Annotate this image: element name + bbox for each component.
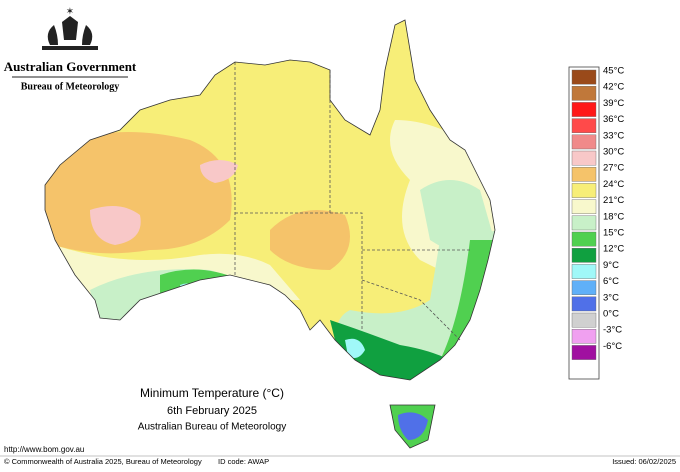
legend-swatch [571, 102, 597, 117]
svg-text:✶: ✶ [66, 7, 74, 18]
legend-label: -3°C [603, 325, 622, 336]
legend-frame [568, 66, 600, 380]
map-date: 6th February 2025 [167, 405, 257, 417]
legend-label: 3°C [603, 292, 619, 303]
legend-swatch [571, 199, 597, 215]
footer-copyright: © Commonwealth of Australia 2025, Bureau… [4, 457, 202, 466]
legend-label: 15°C [603, 228, 624, 239]
legend-swatch [571, 118, 597, 133]
legend-swatch [571, 85, 597, 101]
map-title: Minimum Temperature (°C) [140, 386, 284, 400]
footer-url: http://www.bom.gov.au [4, 445, 84, 454]
legend-swatch [571, 329, 597, 344]
legend-label: 30°C [603, 147, 624, 158]
legend-swatch [571, 296, 597, 312]
footer-issued: Issued: 06/02/2025 [612, 457, 676, 466]
legend-label: 33°C [603, 130, 624, 141]
map-source: Australian Bureau of Meteorology [138, 422, 286, 433]
legend-label: 9°C [603, 260, 619, 271]
legend: 45°C 42°C 39°C 36°C 33°C 30°C 27°C 24°C 21°C 18°C… [568, 66, 624, 380]
legend-label: 6°C [603, 276, 619, 287]
coat-of-arms: ✶ [42, 7, 98, 50]
legend-label: 0°C [603, 309, 619, 320]
legend-swatch [571, 280, 597, 296]
legend-swatch [571, 134, 597, 150]
header-title: Australian Government [4, 59, 137, 74]
footer-id-code: ID code: AWAP [218, 457, 269, 466]
legend-swatch [571, 215, 597, 231]
legend-label: 45°C [603, 66, 624, 77]
header-subtitle: Bureau of Meteorology [21, 81, 120, 92]
legend-label: 42°C [603, 82, 624, 93]
legend-label: -6°C [603, 341, 622, 352]
legend-swatch [571, 69, 597, 85]
legend-label: 39°C [603, 98, 624, 109]
coastline [44, 19, 496, 449]
legend-label: 21°C [603, 195, 624, 206]
state-borders [234, 62, 470, 341]
legend-swatch [571, 183, 597, 198]
legend-label: 27°C [603, 163, 624, 174]
legend-swatch [571, 150, 597, 166]
legend-swatch [571, 312, 597, 328]
legend-swatch [571, 231, 597, 247]
legend-swatch [571, 264, 597, 279]
legend-label: 36°C [603, 114, 624, 125]
legend-swatch [571, 166, 597, 182]
legend-swatch [571, 345, 597, 360]
legend-swatch [571, 247, 597, 263]
legend-label: 12°C [603, 244, 624, 255]
legend-label: 18°C [603, 211, 624, 222]
legend-label: 24°C [603, 179, 624, 190]
